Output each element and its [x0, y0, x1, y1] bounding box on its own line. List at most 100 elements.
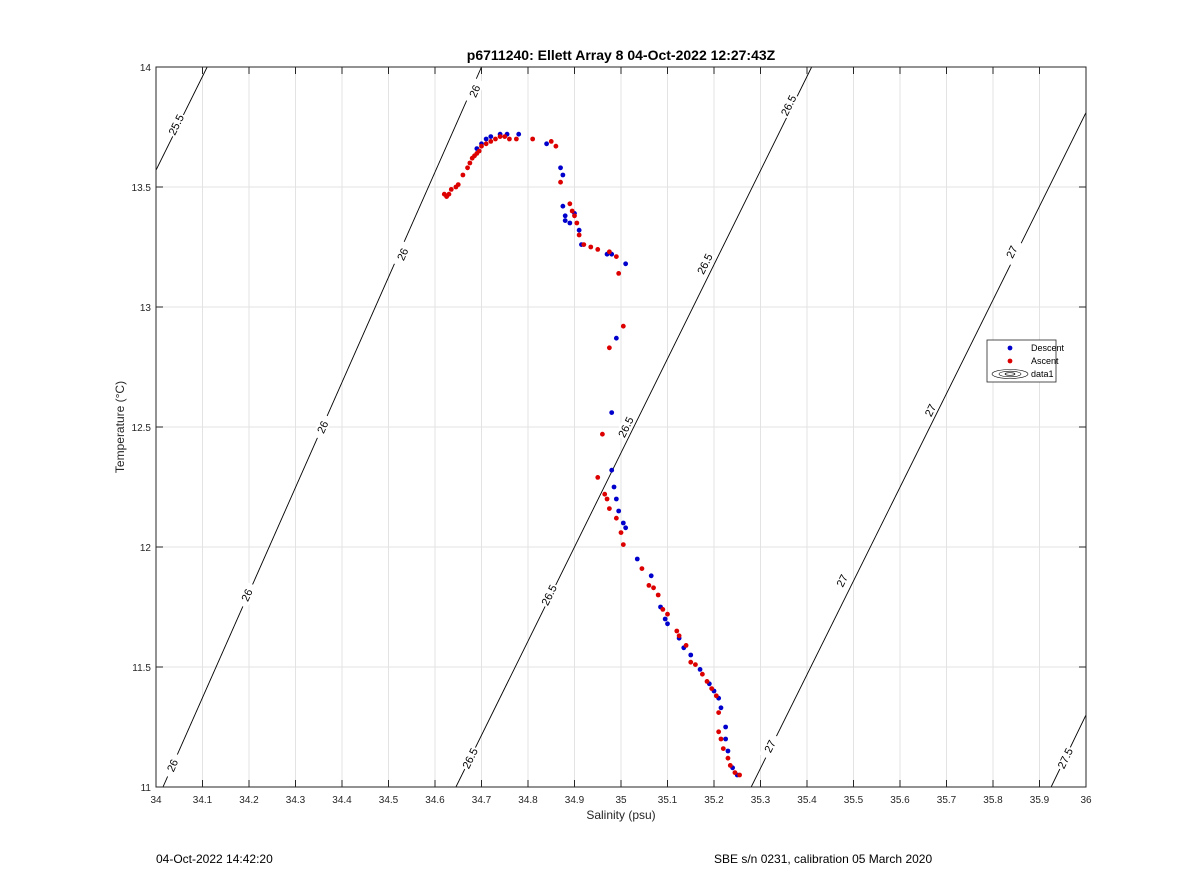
- ascent-point: [693, 662, 698, 667]
- ascent-point: [558, 179, 563, 185]
- x-tick-label: 35.7: [937, 795, 957, 806]
- ascent-point: [716, 710, 722, 715]
- x-tick-label: 34.5: [379, 795, 399, 806]
- ascent-point: [665, 611, 670, 617]
- descent-point: [488, 134, 494, 140]
- descent-point: [562, 213, 568, 219]
- ascent-point: [620, 323, 626, 329]
- series-ascent: [441, 134, 742, 778]
- y-axis-label: Temperature (°C): [113, 381, 127, 473]
- ascent-point: [688, 659, 694, 665]
- ascent-point: [683, 643, 689, 648]
- ascent-point: [606, 345, 612, 351]
- ascent-point: [448, 187, 454, 192]
- ascent-point: [455, 182, 461, 188]
- descent-point: [623, 525, 629, 531]
- descent-point: [544, 141, 549, 147]
- descent-point: [662, 616, 668, 622]
- contour-label-bg: [312, 413, 333, 441]
- contour-label-bg: [694, 250, 716, 278]
- x-tick-label: 35.2: [704, 795, 724, 806]
- descent-point: [483, 136, 489, 142]
- descent-point: [611, 484, 617, 490]
- contour-label-bg: [538, 581, 560, 609]
- descent-point: [560, 203, 566, 209]
- ascent-point: [732, 770, 738, 775]
- legend-ascent-marker: [1007, 358, 1013, 364]
- descent-point: [688, 652, 694, 658]
- x-tick-label: 35.1: [658, 795, 678, 806]
- ascent-point: [467, 160, 473, 166]
- x-tick-label: 34.3: [286, 795, 306, 806]
- legend-data1-label: data1: [1031, 369, 1054, 379]
- contour-label-bg: [919, 396, 941, 424]
- ascent-point: [567, 201, 573, 207]
- ascent-point: [572, 213, 577, 219]
- x-tick-label: 34.8: [518, 795, 538, 806]
- contour-label-bg: [759, 732, 781, 760]
- footer-calibration: SBE s/n 0231, calibration 05 March 2020: [714, 852, 933, 866]
- ascent-point: [465, 165, 470, 171]
- legend: Descent Ascent data1: [986, 339, 1065, 383]
- ascent-point: [493, 136, 498, 142]
- contour-label-bg: [614, 413, 637, 441]
- x-tick-label: 34.2: [239, 795, 259, 806]
- descent-point: [725, 748, 731, 754]
- ascent-point: [476, 148, 482, 154]
- ascent-point: [507, 136, 512, 142]
- ascent-point: [646, 583, 652, 588]
- ascent-point: [595, 475, 601, 480]
- ascent-point: [620, 542, 626, 547]
- ascent-point: [600, 431, 605, 437]
- data-markers: [441, 131, 742, 778]
- x-tick-label: 35.3: [751, 795, 771, 806]
- ascent-point: [513, 136, 519, 142]
- contour-label-bg: [1000, 238, 1023, 266]
- contour-label-bg: [777, 91, 800, 119]
- y-tick-label: 11.5: [132, 663, 151, 674]
- ascent-point: [497, 134, 503, 140]
- descent-point: [516, 131, 522, 137]
- ascent-point: [616, 271, 622, 276]
- descent-point: [560, 172, 566, 178]
- footer-timestamp: 04-Oct-2022 14:42:20: [156, 852, 273, 866]
- x-tick-label: 36: [1080, 795, 1092, 806]
- legend-contour-icon: [991, 369, 1029, 379]
- x-tick-label: 35.6: [890, 795, 910, 806]
- ascent-point: [674, 628, 680, 634]
- contour-label-bg: [392, 240, 413, 268]
- ascent-point: [574, 220, 580, 226]
- x-tick-label: 34.9: [565, 795, 585, 806]
- x-tick-label: 34.6: [425, 795, 445, 806]
- contour-label: 26: [165, 758, 181, 774]
- ascent-point: [720, 746, 726, 751]
- x-tick-label: 35: [615, 795, 627, 806]
- density-contour-labels: 25.5262626262626.526.526.526.526.5272727…: [161, 77, 1076, 779]
- ascent-point: [704, 679, 710, 684]
- descent-point: [558, 165, 563, 171]
- ascent-point: [613, 515, 619, 521]
- ascent-point: [530, 136, 536, 142]
- ascent-point: [725, 755, 731, 761]
- descent-point: [718, 705, 724, 711]
- contour-label: 26: [240, 587, 256, 603]
- contour-label-bg: [459, 744, 481, 772]
- ascent-point: [588, 244, 594, 250]
- contour-label-bg: [165, 111, 187, 139]
- ascent-point: [548, 139, 554, 144]
- ascent-point: [483, 141, 489, 147]
- ascent-point: [709, 686, 715, 691]
- y-tick-label: 13.5: [132, 183, 152, 194]
- ascent-point: [606, 249, 612, 255]
- descent-point: [616, 508, 622, 514]
- ascent-point: [604, 496, 610, 502]
- ascent-point: [639, 566, 645, 571]
- ascent-point: [618, 530, 624, 535]
- descent-point: [620, 520, 626, 526]
- contour-label: 26: [467, 83, 483, 99]
- descent-point: [697, 667, 703, 672]
- x-tick-label: 35.4: [797, 795, 817, 806]
- legend-descent-marker: [1007, 345, 1013, 351]
- descent-point: [634, 556, 640, 562]
